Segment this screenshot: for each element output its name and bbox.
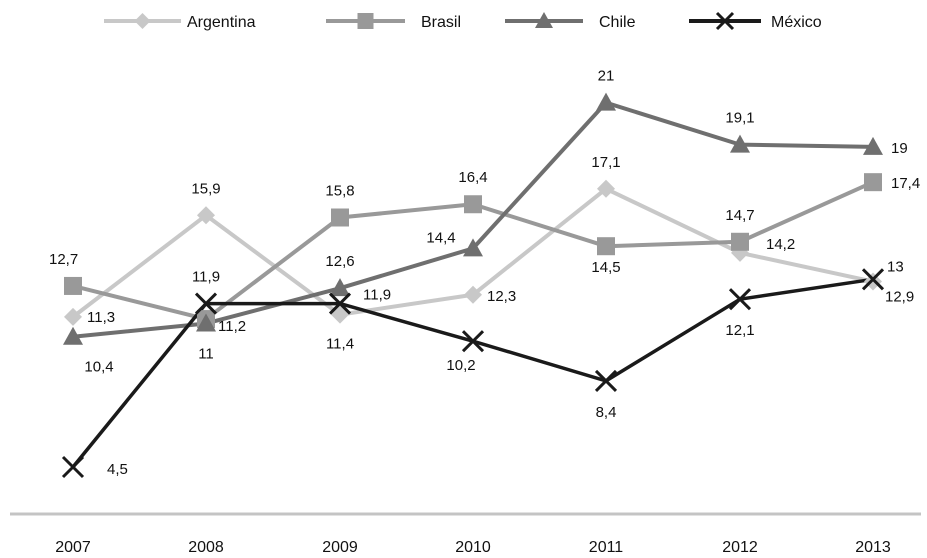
data-label: 4,5	[107, 461, 128, 478]
data-point	[464, 285, 482, 304]
data-point	[64, 276, 82, 295]
data-label: 17,1	[591, 154, 620, 171]
data-point	[194, 292, 218, 315]
data-label: 12,1	[725, 322, 754, 339]
data-label: 11,4	[326, 336, 354, 353]
data-label: 14,4	[426, 229, 455, 246]
data-label: 13	[887, 258, 904, 275]
data-point	[64, 307, 82, 326]
data-label: 12,7	[49, 251, 78, 268]
data-label: 10,4	[84, 359, 113, 376]
legend-marker	[134, 13, 151, 29]
data-point	[730, 134, 750, 153]
data-point	[597, 237, 615, 256]
legend-marker	[357, 13, 374, 29]
data-label: 15,8	[325, 182, 354, 199]
data-point	[196, 313, 216, 332]
data-label: 12,3	[487, 288, 516, 305]
data-point	[863, 136, 883, 155]
data-label: 14,7	[725, 207, 754, 224]
x-tick-label: 2013	[855, 539, 891, 556]
data-point	[597, 179, 615, 198]
data-labels: 11,3 15,9 11,4 12,3 17,1 14,2 12,9 12,7 11,2 15,8…	[49, 68, 920, 478]
data-label: 12,6	[325, 253, 354, 270]
data-label: 11,9	[363, 287, 391, 304]
data-label: 14,5	[591, 259, 620, 276]
data-label: 10,2	[446, 357, 475, 374]
data-label: 11,2	[218, 318, 246, 335]
x-tick-label: 2008	[188, 539, 224, 556]
data-point	[461, 330, 485, 353]
data-label: 8,4	[596, 404, 617, 421]
data-label: 17,4	[891, 175, 920, 192]
x-tick-label: 2009	[322, 539, 358, 556]
data-label: 14,2	[766, 236, 795, 253]
data-point	[63, 326, 83, 345]
x-tick-label: 2011	[589, 539, 624, 556]
legend-marker	[535, 12, 553, 28]
data-point	[861, 268, 885, 291]
data-point	[464, 195, 482, 214]
legend-label: México	[771, 14, 822, 31]
data-point	[328, 292, 352, 315]
data-label: 19,1	[725, 110, 754, 127]
legend-item: Brasil	[326, 13, 461, 31]
x-tick-label: 2010	[455, 539, 491, 556]
data-point	[864, 173, 882, 192]
data-point	[594, 369, 618, 392]
data-label: 21	[598, 68, 615, 85]
legend-marker	[715, 11, 735, 31]
series-markers	[61, 92, 885, 479]
data-label: 15,9	[191, 180, 220, 197]
data-label: 11	[198, 345, 214, 362]
data-point	[331, 208, 349, 227]
data-point	[463, 238, 483, 257]
data-label: 16,4	[458, 169, 487, 186]
data-label: 11,9	[192, 269, 220, 286]
data-label: 19	[891, 140, 908, 157]
legend-label: Brasil	[421, 14, 461, 31]
x-axis-ticks: 2007 2008 2009 2010 2011 2012 2013	[55, 539, 891, 556]
legend-item: Chile	[505, 12, 636, 31]
legend-item: Argentina	[104, 13, 256, 31]
data-point	[197, 206, 215, 225]
data-point	[330, 278, 350, 297]
legend-label: Chile	[599, 14, 636, 31]
data-point	[596, 92, 616, 111]
legend-label: Argentina	[187, 14, 256, 31]
x-tick-label: 2012	[722, 539, 758, 556]
data-point	[864, 272, 882, 291]
x-tick-label: 2007	[55, 539, 91, 556]
data-point	[731, 232, 749, 251]
legend: Argentina Brasil Chile México	[104, 11, 822, 31]
legend-item: México	[689, 11, 822, 31]
data-label: 11,3	[87, 309, 115, 326]
data-point	[61, 455, 85, 479]
data-label: 12,9	[885, 289, 914, 306]
data-point	[728, 288, 752, 311]
